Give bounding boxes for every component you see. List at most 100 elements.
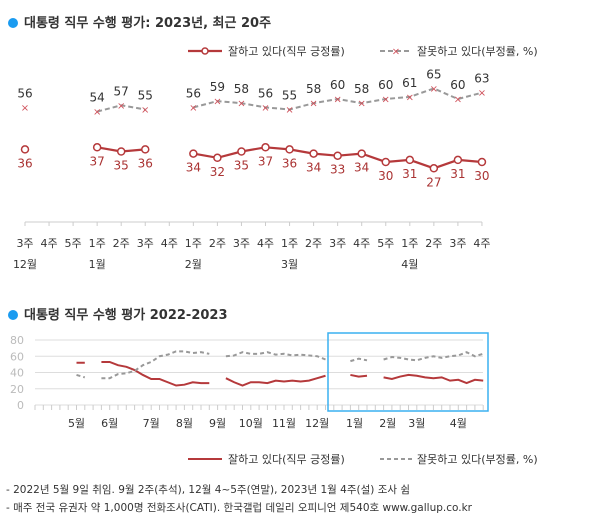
data-point: × (406, 92, 414, 103)
month-label: 3월 (408, 417, 425, 430)
data-label: 56 (17, 86, 32, 100)
footnote-2: - 매주 전국 유권자 약 1,000명 전화조사(CATI). 한국갤럽 데일… (6, 502, 472, 514)
series-line (225, 351, 326, 361)
data-point: × (93, 107, 101, 118)
x-tick-label: 3주 (449, 237, 466, 250)
chart2-title: 대통령 직무 수행 평가 2022-2023 (8, 304, 228, 323)
data-label: 56 (258, 86, 273, 100)
data-point: × (309, 99, 317, 110)
series-line (96, 104, 146, 113)
data-point (285, 145, 294, 154)
data-label: 60 (450, 78, 465, 92)
month-label: 12월 (13, 258, 37, 271)
data-label: 31 (450, 167, 465, 181)
data-label: 65 (426, 68, 441, 82)
data-point (92, 143, 102, 152)
month-label: 4월 (450, 417, 467, 430)
x-tick-label: 4주 (353, 237, 370, 250)
data-label: 37 (90, 154, 105, 168)
legend-label: 잘하고 있다(직무 긍정률) (228, 452, 345, 466)
month-label: 12월 (305, 417, 329, 430)
series-line (193, 87, 483, 111)
y-tick-label: 40 (10, 367, 24, 380)
data-label: 36 (138, 156, 153, 170)
month-label: 1월 (346, 417, 363, 430)
legend-label: 잘하고 있다(직무 긍정률) (228, 44, 345, 58)
data-point (357, 149, 366, 158)
data-label: 37 (258, 154, 273, 168)
y-tick-label: 0 (17, 399, 24, 412)
legend-label: 잘못하고 있다(부정률, %) (417, 452, 538, 466)
series-line (350, 373, 368, 378)
data-point: × (478, 88, 486, 99)
data-point: × (237, 99, 245, 110)
data-label: 55 (138, 89, 153, 103)
x-tick-label: 4주 (40, 237, 57, 250)
month-label: 2월 (379, 417, 396, 430)
month-label: 2월 (185, 258, 202, 271)
data-label: 58 (354, 82, 369, 96)
data-point: × (141, 105, 149, 116)
data-label: 56 (186, 86, 201, 100)
x-tick-label: 1주 (185, 237, 202, 250)
x-tick-label: 1주 (281, 237, 298, 250)
data-point (405, 155, 415, 165)
data-point: × (189, 103, 197, 114)
data-point: × (358, 99, 366, 110)
data-point (189, 149, 198, 158)
x-tick-label: 4주 (257, 237, 274, 250)
x-tick-label: 5주 (65, 237, 82, 250)
series-line (101, 350, 210, 380)
y-tick-label: 60 (10, 350, 24, 363)
data-label: 57 (114, 84, 129, 98)
x-tick-label: 3주 (233, 237, 250, 250)
month-label: 9월 (209, 417, 226, 430)
footnote-1: - 2022년 5월 9일 취임. 9월 2주(추석), 12월 4~5주(연말… (6, 484, 411, 496)
x-tick-label: 2주 (209, 237, 226, 250)
data-point: × (333, 95, 341, 106)
month-label: 10월 (239, 417, 263, 430)
data-label: 35 (234, 159, 249, 173)
data-label: 30 (474, 169, 489, 183)
month-label: 6월 (101, 417, 118, 430)
data-point: × (382, 95, 390, 106)
data-label: 34 (354, 161, 369, 175)
x-tick-label: 2주 (305, 237, 322, 250)
y-tick-label: 20 (10, 383, 24, 396)
data-label: 33 (330, 163, 345, 177)
data-label: 36 (282, 156, 297, 170)
month-label: 11월 (272, 417, 296, 430)
data-label: 61 (402, 76, 417, 90)
x-tick-label: 3주 (137, 237, 154, 250)
bullet-icon (8, 310, 18, 320)
data-label: 58 (234, 82, 249, 96)
data-label: 63 (474, 72, 489, 86)
legend-label: 잘못하고 있다(부정률, %) (417, 44, 538, 58)
data-label: 32 (210, 165, 225, 179)
data-label: 58 (306, 82, 321, 96)
x-tick-label: 2주 (425, 237, 442, 250)
series-line (383, 373, 484, 385)
data-point (429, 164, 439, 173)
data-point: × (285, 105, 293, 116)
x-tick-label: 4주 (161, 237, 178, 250)
series-line (383, 351, 484, 362)
data-label: 30 (378, 169, 393, 183)
chart1-title: 대통령 직무 수행 평가: 2023년, 최근 20주 (8, 12, 271, 31)
data-point (237, 147, 246, 156)
data-point (261, 143, 270, 152)
series-line (350, 357, 368, 363)
data-point (381, 157, 390, 167)
month-label: 4월 (401, 258, 418, 271)
data-label: 59 (210, 80, 225, 94)
data-point (213, 153, 222, 163)
data-label: 27 (426, 175, 441, 189)
data-point (333, 151, 342, 160)
data-point (141, 145, 150, 154)
series-line (101, 360, 210, 387)
data-label: 34 (306, 161, 321, 175)
x-tick-label: 4주 (473, 237, 490, 250)
series-line (225, 374, 326, 387)
